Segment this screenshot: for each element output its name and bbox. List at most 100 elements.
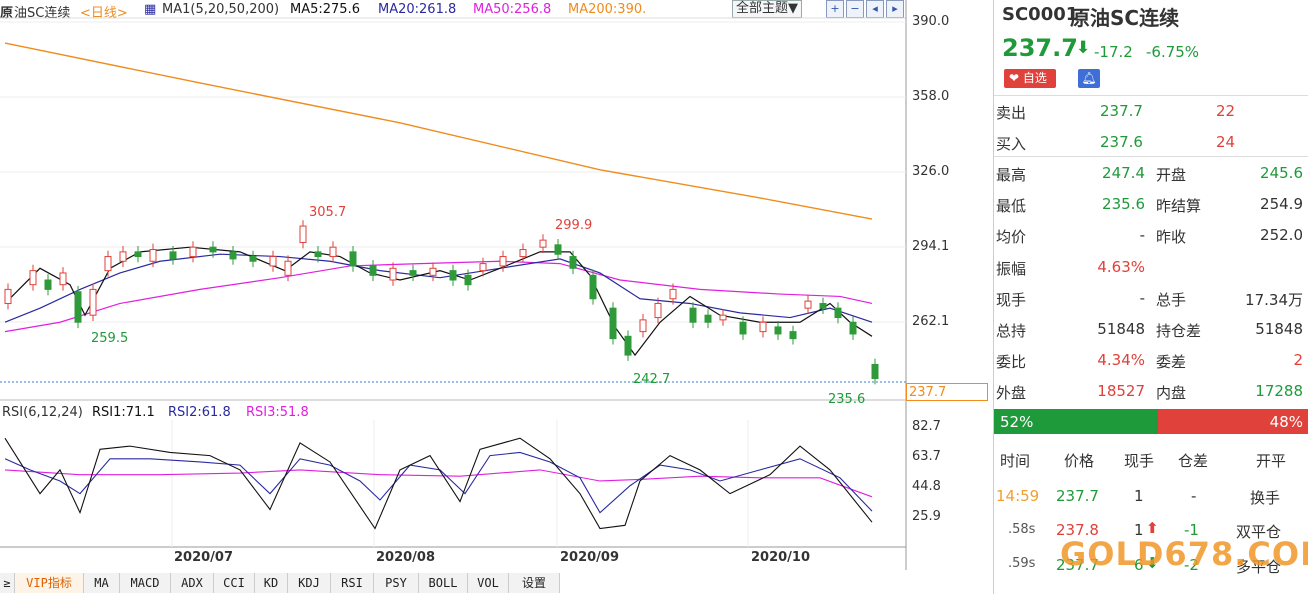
- stats-key: 总手: [1156, 290, 1187, 309]
- tab-ma[interactable]: MA: [84, 573, 120, 593]
- stats-key: 开盘: [1156, 166, 1187, 184]
- candle-body: [74, 291, 82, 323]
- candle-body: [479, 263, 487, 272]
- low-annotation: 259.5: [91, 331, 129, 346]
- tab-adx[interactable]: ADX: [171, 573, 214, 593]
- sell-row: 卖出 237.7 22: [994, 96, 1308, 127]
- add-favorite-button[interactable]: ❤ 自选: [1004, 69, 1056, 88]
- stats-value: 4.34%: [1097, 351, 1145, 370]
- ma-label: MA1(5,20,50,200): [162, 2, 280, 17]
- candle-body: [104, 256, 112, 272]
- tab-cci[interactable]: CCI: [214, 573, 255, 593]
- high-annotation: 299.9: [555, 218, 593, 233]
- candle-body: [589, 274, 597, 300]
- candle-body: [569, 256, 577, 269]
- tab-rsi[interactable]: RSI: [331, 573, 374, 593]
- candle-body: [249, 256, 257, 262]
- tab-settings[interactable]: 设置: [509, 573, 560, 593]
- ma200-value: MA200:390.: [568, 2, 647, 17]
- chart-period[interactable]: <日线>: [80, 6, 128, 21]
- date-axis-label: 2020/09: [560, 550, 620, 565]
- quote-change-pct: -6.75%: [1146, 43, 1200, 61]
- candle-body: [669, 288, 677, 300]
- trade-time: .58s: [1008, 522, 1036, 537]
- zoom-in-icon[interactable]: +: [826, 0, 844, 18]
- stats-key: 委差: [1156, 353, 1187, 372]
- candle-body: [209, 246, 217, 253]
- ma-settings-icon[interactable]: ▦: [144, 2, 157, 17]
- rsi2-line: [4, 451, 873, 514]
- trades-col-time: 时间: [1000, 452, 1031, 470]
- buy-price: 237.6: [1100, 133, 1143, 151]
- ma5-value: MA5:275.6: [290, 2, 360, 17]
- rsi1-value: RSI1:71.1: [92, 405, 155, 420]
- sell-label: 卖出: [996, 104, 1027, 122]
- tab-vol[interactable]: VOL: [468, 573, 509, 593]
- tab-macd[interactable]: MACD: [120, 573, 171, 593]
- add-favorite-label: 自选: [1022, 71, 1047, 85]
- rsi-label: RSI(6,12,24): [2, 405, 83, 420]
- candle-body: [464, 274, 472, 286]
- tab-collapse[interactable]: ≥: [0, 573, 15, 593]
- stats-key: 内盘: [1156, 384, 1187, 403]
- candle-body: [704, 314, 712, 323]
- bell-icon[interactable]: 🔔︎: [1078, 69, 1100, 88]
- price-axis-label: 294.1: [912, 239, 950, 254]
- kline-chart-area[interactable]: 原 油SC连续 <日线> ▦ MA1(5,20,50,200) MA5:275.…: [0, 0, 990, 594]
- tab-kd[interactable]: KD: [255, 573, 288, 593]
- price-axis-label: 262.1: [912, 314, 950, 329]
- quote-name: 原油SC连续: [1070, 6, 1180, 30]
- trade-oi: -: [1191, 487, 1197, 505]
- candle-body: [89, 288, 97, 316]
- date-axis-label: 2020/10: [751, 550, 811, 565]
- candle-body: [449, 270, 457, 281]
- chart-symbol-prefix: 原: [0, 6, 14, 21]
- trade-price: 237.7: [1056, 556, 1099, 574]
- candle-body: [329, 246, 337, 258]
- candle-body: [624, 335, 632, 356]
- current-price-tag: 237.7: [906, 383, 988, 401]
- candle-body: [409, 270, 417, 276]
- stats-key: 委比: [996, 353, 1027, 372]
- trade-oi: -2: [1184, 556, 1199, 574]
- stats-value: 51848: [1255, 320, 1303, 338]
- rsi3-line: [4, 469, 873, 498]
- trades-col-vol: 现手: [1124, 452, 1155, 470]
- stats-value: 235.6: [1102, 195, 1145, 214]
- stats-row: 外盘 18527 内盘 17288: [994, 376, 1308, 407]
- stats-row: 最高 247.4 开盘 245.6: [994, 158, 1308, 189]
- rsi-axis-label: 44.8: [912, 479, 941, 494]
- tab-psy[interactable]: PSY: [374, 573, 419, 593]
- trade-type: 多平仓: [1236, 558, 1282, 576]
- tab-vip-indicator[interactable]: VIP指标: [15, 573, 84, 593]
- stats-value: 4.63%: [1097, 257, 1145, 276]
- candle-body: [389, 267, 397, 281]
- stats-value: 254.9: [1260, 195, 1303, 214]
- stats-key: 现手: [996, 290, 1027, 309]
- tab-kdj[interactable]: KDJ: [288, 573, 331, 593]
- candle-body: [284, 260, 292, 276]
- candle-body: [739, 321, 747, 335]
- trade-time: 14:59: [996, 487, 1040, 505]
- stats-row: 振幅 4.63%: [994, 252, 1308, 283]
- stats-value: 252.0: [1260, 226, 1303, 245]
- tab-boll[interactable]: BOLL: [419, 573, 468, 593]
- kline-chart-svg[interactable]: [0, 0, 990, 594]
- buy-label: 买入: [996, 135, 1027, 153]
- ratio-bar-buy: [994, 409, 1158, 434]
- buy-volume: 24: [1216, 133, 1236, 151]
- candle-body: [169, 251, 177, 260]
- date-axis-label: 2020/07: [174, 550, 234, 565]
- stats-row: 最低 235.6 昨结算 254.9: [994, 189, 1308, 220]
- watermark-logo: GOLD678.COM: [1060, 535, 1308, 573]
- trades-col-type: 开平: [1256, 452, 1287, 470]
- candle-body: [774, 326, 782, 335]
- rsi3-value: RSI3:51.8: [246, 405, 309, 420]
- price-axis-label: 358.0: [912, 89, 950, 104]
- ma50-line: [4, 260, 873, 333]
- trade-vol: 1: [1134, 521, 1144, 539]
- candle-body: [369, 265, 377, 276]
- price-axis-label: 390.0: [912, 14, 950, 29]
- stats-value: 2: [1293, 351, 1303, 370]
- candle-body: [804, 300, 812, 309]
